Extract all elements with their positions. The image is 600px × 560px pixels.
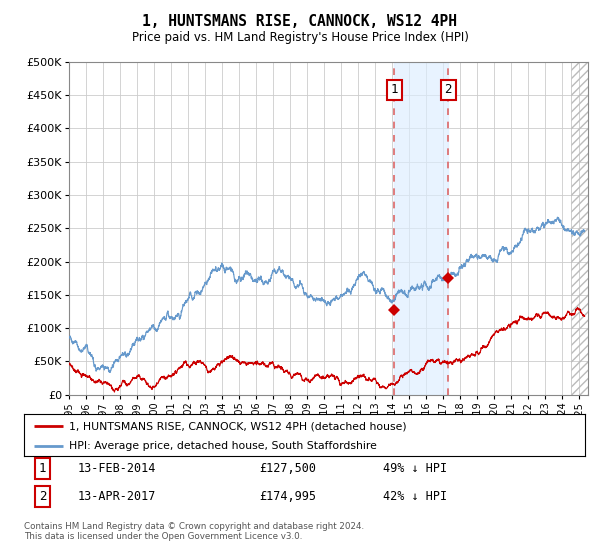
Text: Price paid vs. HM Land Registry's House Price Index (HPI): Price paid vs. HM Land Registry's House … bbox=[131, 31, 469, 44]
Text: £174,995: £174,995 bbox=[260, 490, 317, 503]
Text: 13-FEB-2014: 13-FEB-2014 bbox=[77, 462, 155, 475]
Text: 49% ↓ HPI: 49% ↓ HPI bbox=[383, 462, 447, 475]
Text: 42% ↓ HPI: 42% ↓ HPI bbox=[383, 490, 447, 503]
Bar bbox=[394, 62, 448, 395]
Text: 1: 1 bbox=[39, 462, 46, 475]
Text: 2: 2 bbox=[39, 490, 46, 503]
Text: 13-APR-2017: 13-APR-2017 bbox=[77, 490, 155, 503]
Text: 1, HUNTSMANS RISE, CANNOCK, WS12 4PH (detached house): 1, HUNTSMANS RISE, CANNOCK, WS12 4PH (de… bbox=[69, 421, 407, 431]
Text: 2: 2 bbox=[445, 83, 452, 96]
Text: Contains HM Land Registry data © Crown copyright and database right 2024.
This d: Contains HM Land Registry data © Crown c… bbox=[24, 522, 364, 542]
Text: HPI: Average price, detached house, South Staffordshire: HPI: Average price, detached house, Sout… bbox=[69, 441, 377, 451]
Text: 1, HUNTSMANS RISE, CANNOCK, WS12 4PH: 1, HUNTSMANS RISE, CANNOCK, WS12 4PH bbox=[143, 14, 458, 29]
Text: £127,500: £127,500 bbox=[260, 462, 317, 475]
Text: 1: 1 bbox=[391, 83, 398, 96]
